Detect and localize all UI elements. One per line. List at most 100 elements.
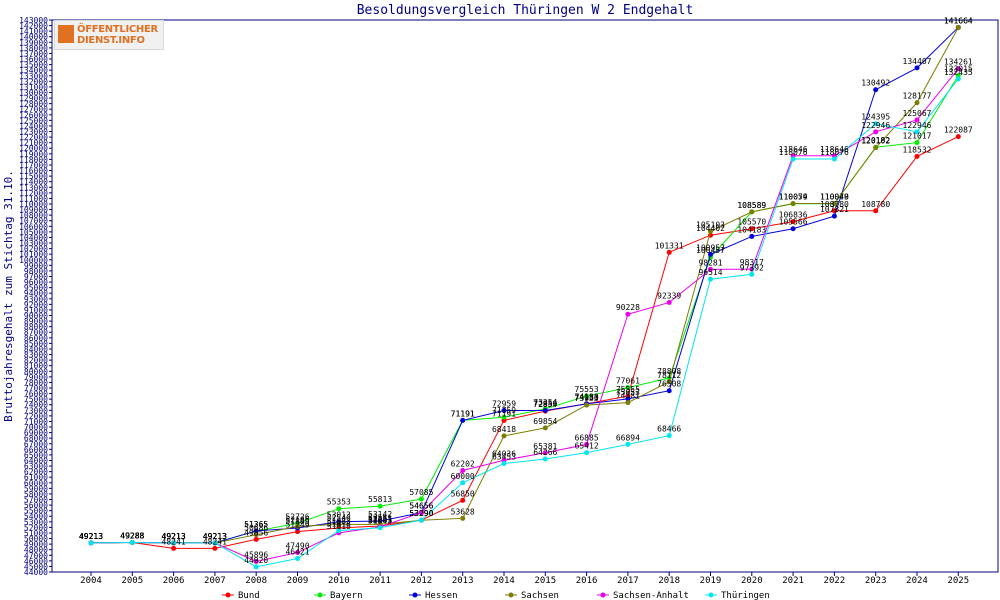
data-point xyxy=(253,558,259,564)
data-point xyxy=(460,417,466,423)
data-label: 78112 xyxy=(657,371,681,380)
y-tick-label: 131000 xyxy=(19,83,48,92)
data-point xyxy=(584,450,590,456)
x-tick-label: 2015 xyxy=(534,576,556,586)
data-point xyxy=(377,525,383,531)
data-point xyxy=(666,299,672,305)
data-label: 49288 xyxy=(120,532,144,541)
data-label: 69854 xyxy=(533,417,557,426)
y-tick-label: 114000 xyxy=(19,178,48,187)
data-point xyxy=(418,510,424,516)
plot-frame xyxy=(51,19,999,573)
data-label: 48241 xyxy=(162,537,186,546)
data-label: 75053 xyxy=(616,388,640,397)
data-label: 55353 xyxy=(327,498,351,507)
legend-label: Bund xyxy=(238,591,260,600)
data-point xyxy=(212,545,218,551)
legend-marker xyxy=(600,592,606,598)
data-label: 49288 xyxy=(120,532,144,541)
y-tick-label: 139000 xyxy=(19,38,48,47)
data-label: 50686 xyxy=(244,524,268,533)
y-tick-label: 115000 xyxy=(19,172,48,181)
x-tick-label: 2004 xyxy=(80,576,102,586)
data-point xyxy=(873,121,879,127)
data-label: 105570 xyxy=(737,218,766,227)
data-label: 110054 xyxy=(779,193,808,202)
data-label: 51889 xyxy=(285,517,309,526)
logo-text-line1: ÖFFENTLICHER xyxy=(77,24,158,35)
y-tick-label: 64000 xyxy=(24,456,48,465)
data-label: 108780 xyxy=(820,200,849,209)
x-tick-label: 2005 xyxy=(121,576,143,586)
legend-label: Bayern xyxy=(330,591,363,600)
y-tick-label: 128000 xyxy=(19,100,48,109)
data-label: 53013 xyxy=(327,511,351,520)
y-tick-label: 84000 xyxy=(24,345,48,354)
data-label: 118532 xyxy=(903,145,932,154)
data-point xyxy=(625,385,631,391)
data-label: 134407 xyxy=(903,57,932,66)
data-point xyxy=(460,468,466,474)
y-tick-label: 87000 xyxy=(24,328,48,337)
data-point xyxy=(749,233,755,239)
legend: Bund Bayern Hessen Sachsen Sachsen-Anhalt Thü… xyxy=(222,591,770,600)
y-tick-label: 98000 xyxy=(24,267,48,276)
y-tick-label: 57000 xyxy=(24,496,48,505)
data-label: 118646 xyxy=(820,145,849,154)
data-label: 122946 xyxy=(861,121,890,130)
data-label: 118646 xyxy=(779,145,808,154)
data-label: 106836 xyxy=(779,211,808,220)
legend-marker xyxy=(317,592,323,598)
data-point xyxy=(253,536,259,542)
data-point xyxy=(666,433,672,439)
data-label: 51018 xyxy=(327,522,351,531)
data-point xyxy=(790,156,796,162)
x-tick-label: 2022 xyxy=(824,576,846,586)
data-label: 60000 xyxy=(451,472,475,481)
data-label: 45896 xyxy=(244,550,268,559)
data-label: 122946 xyxy=(903,121,932,130)
data-label: 130492 xyxy=(861,79,890,88)
data-point xyxy=(501,408,507,414)
legend-marker xyxy=(708,592,714,598)
x-tick-label: 2016 xyxy=(576,576,598,586)
y-tick-label: 89000 xyxy=(24,317,48,326)
y-tick-label: 103000 xyxy=(19,239,48,248)
y-tick-label: 102000 xyxy=(19,245,48,254)
data-point xyxy=(708,228,713,234)
data-point xyxy=(253,564,259,570)
y-tick-label: 117000 xyxy=(19,161,48,170)
y-tick-label: 94000 xyxy=(24,289,48,298)
y-tick-label: 80000 xyxy=(24,367,48,376)
series-line xyxy=(90,68,959,562)
data-point xyxy=(790,219,796,225)
y-tick-label: 61000 xyxy=(24,473,48,482)
legend-marker xyxy=(508,592,514,598)
data-label: 101331 xyxy=(655,241,684,250)
y-tick-label: 77000 xyxy=(24,384,48,393)
data-label: 105103 xyxy=(696,220,725,229)
data-point xyxy=(377,503,383,509)
y-tick-label: 93000 xyxy=(24,295,48,304)
x-axis-ticks: 2004 2005 2006 2007 2008 2009 2010 2011 2012 2013… xyxy=(80,572,969,586)
data-point xyxy=(542,450,548,456)
data-label: 49213 xyxy=(203,532,227,541)
data-label: 77061 xyxy=(616,377,640,386)
series-layer xyxy=(88,24,961,570)
y-tick-label: 79000 xyxy=(24,373,48,382)
data-label: 52551 xyxy=(368,513,392,522)
y-tick-label: 53000 xyxy=(24,518,48,527)
y-tick-label: 118000 xyxy=(19,155,48,164)
data-label: 66885 xyxy=(575,433,599,442)
data-point xyxy=(88,540,94,546)
data-label: 53290 xyxy=(409,509,433,518)
legend-marker xyxy=(412,592,418,598)
y-tick-label: 106000 xyxy=(19,222,48,231)
y-tick-label: 58000 xyxy=(24,490,48,499)
y-tick-label: 72000 xyxy=(24,412,48,421)
y-tick-label: 121000 xyxy=(19,139,48,148)
data-label: 110079 xyxy=(779,193,808,202)
data-label: 118076 xyxy=(820,148,849,157)
y-tick-label: 135000 xyxy=(19,61,48,70)
data-label: 44920 xyxy=(244,556,268,565)
